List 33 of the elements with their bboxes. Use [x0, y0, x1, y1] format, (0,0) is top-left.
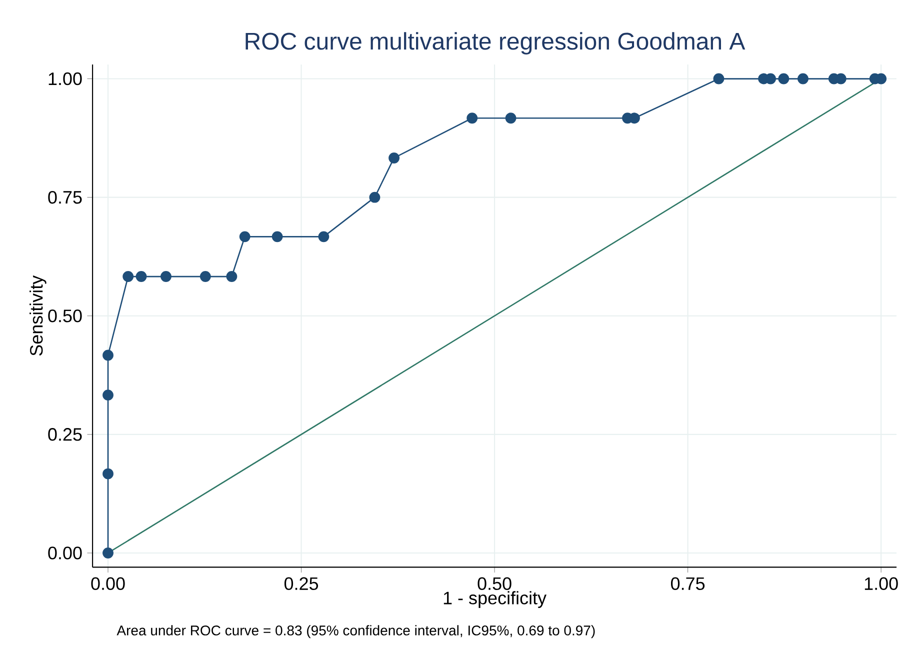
point — [102, 468, 114, 480]
point — [713, 73, 724, 84]
point — [466, 112, 478, 124]
y-tick-label: 1.00 — [48, 72, 82, 86]
point — [369, 192, 380, 203]
point — [102, 350, 114, 361]
point — [122, 271, 134, 282]
point — [102, 548, 114, 558]
point — [239, 231, 250, 242]
point — [272, 231, 283, 242]
point — [388, 152, 400, 164]
point — [102, 390, 114, 401]
y-axis-title: Sensitivity — [30, 275, 46, 356]
x-tick-label: 0.50 — [478, 577, 512, 590]
point — [200, 271, 211, 282]
point — [160, 271, 172, 282]
point — [505, 112, 516, 124]
point — [318, 231, 330, 242]
point — [778, 73, 790, 84]
y-tick-label: 0.50 — [48, 310, 82, 322]
x-tick-label: 0.25 — [284, 577, 318, 590]
x-tick-label: 1.00 — [864, 577, 898, 590]
point — [136, 271, 147, 282]
y-tick-label: 0.75 — [48, 190, 82, 204]
y-tick-label: 0.25 — [48, 428, 82, 441]
point — [798, 73, 808, 84]
x-axis-title: 1 - specificity — [444, 591, 546, 608]
text: Area under ROC curve = 0.83 (95% confidence interval, IC95%, 0.69 to 0.97) — [116, 625, 595, 638]
y-tick-label: 0.00 — [48, 546, 82, 560]
point — [226, 271, 238, 282]
x-tick-label: 0.00 — [91, 577, 125, 590]
x-tick-label: 0.75 — [671, 577, 705, 590]
chart-title: ROC curve multivariate regression Goodman A — [246, 32, 746, 54]
